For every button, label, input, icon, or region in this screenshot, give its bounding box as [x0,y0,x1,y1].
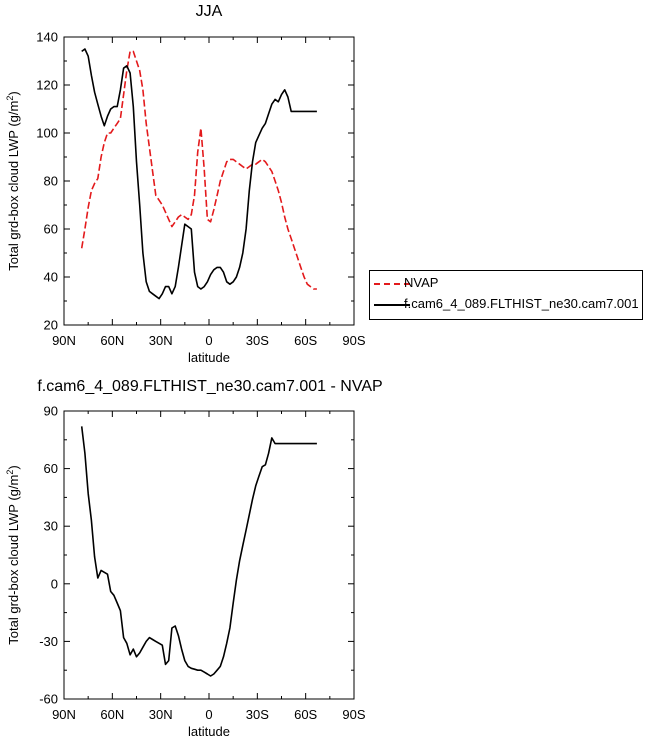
x-tick-label: 90N [52,333,76,348]
legend-item-nvap: NVAP [370,274,642,294]
x-tick-label: 0 [205,707,212,722]
y-tick-label: 80 [44,174,58,189]
plot-top: 90N 60N 30N 0 30S 60S 90S 20 40 60 80 100 120 140 lati… [5,30,366,366]
y-axis-label-sup: 2 [5,96,15,101]
x-tick-label: 30N [149,333,173,348]
x-tick-label: 60S [294,333,317,348]
y-tick-label: 60 [44,222,58,237]
y-tick-label: 0 [51,576,58,591]
legend-label-nvap: NVAP [404,275,439,290]
legend: NVAP f.cam6_4_089.FLTHIST_ne30.cam7.001 [369,270,643,320]
y-tick-label: 20 [44,318,58,333]
x-tick-label: 30N [149,707,173,722]
plot-frame [63,410,355,700]
legend-swatch-nvap [374,283,410,285]
x-axis-label: latitude [188,724,230,739]
y-tick-label: 120 [36,78,58,93]
y-axis-label-close: ) [6,91,21,95]
chart-title-top: JJA [195,3,223,20]
y-tick-label: 100 [36,126,58,141]
y-axis-label: Total grd-box cloud LWP (g/m2) [5,465,21,644]
x-tick-label: 60N [100,333,124,348]
x-tick-label: 0 [205,333,212,348]
x-tick-label: 90S [342,333,365,348]
legend-swatch-model [374,304,410,306]
series-line-model [81,48,317,300]
y-axis-label-sup: 2 [5,470,15,475]
chart-title-bottom: f.cam6_4_089.FLTHIST_ne30.cam7.001 - NVA… [37,378,383,395]
y-tick-label: 30 [44,519,58,534]
plot-frame [63,36,355,326]
y-tick-label: 90 [44,404,58,419]
x-tick-label: 30S [246,707,269,722]
y-axis-label-unit: (g/m [6,475,21,505]
y-tick-label: 60 [44,461,58,476]
series-line-difference [80,426,317,677]
y-tick-label: -60 [39,692,58,707]
y-axis-label: Total grd-box cloud LWP (g/m2) [5,91,21,270]
x-tick-label: 30S [246,333,269,348]
x-tick-label: 90N [52,707,76,722]
plot-bottom: 90N 60N 30N 0 30S 60S 90S -60 -30 0 30 60 90 latitude… [5,404,366,740]
y-axis-label-unit: (g/m [6,101,21,131]
legend-item-model: f.cam6_4_089.FLTHIST_ne30.cam7.001 [370,295,642,315]
y-tick-label: 140 [36,30,58,45]
x-tick-label: 60S [294,707,317,722]
y-tick-label: 40 [44,270,58,285]
y-tick-label: -30 [39,634,58,649]
y-axis-label-close: ) [6,465,21,469]
legend-label-model: f.cam6_4_089.FLTHIST_ne30.cam7.001 [404,296,639,311]
x-tick-label: 60N [100,707,124,722]
y-axis-label-main: Total grd-box cloud LWP [6,504,21,644]
x-axis-label: latitude [188,350,230,365]
y-axis-label-main: Total grd-box cloud LWP [6,130,21,270]
x-tick-label: 90S [342,707,365,722]
series-line-nvap [80,50,317,290]
